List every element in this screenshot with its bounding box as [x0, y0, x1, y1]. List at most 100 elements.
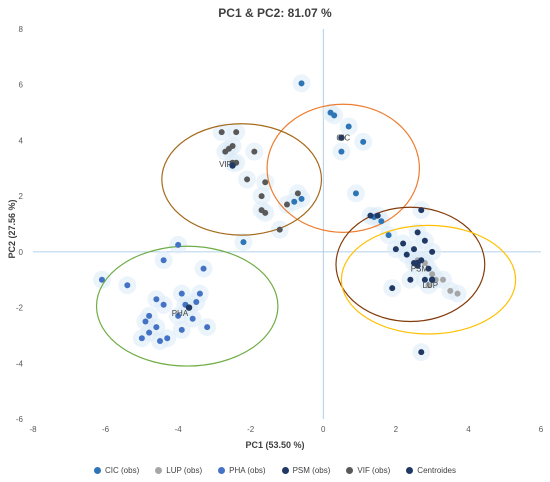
legend-swatch	[155, 467, 163, 474]
point-pha-obs	[193, 299, 200, 305]
point-psm-obs	[367, 212, 374, 219]
y-tick-label: -4	[16, 359, 24, 368]
point-pha-obs	[160, 301, 167, 308]
y-tick-label: -2	[16, 304, 24, 313]
point-cic-obs	[385, 232, 392, 239]
point-psm-obs	[403, 251, 410, 258]
point-psm-obs	[389, 285, 396, 292]
point-vif-obs	[218, 129, 225, 136]
point-pha-obs	[146, 329, 153, 336]
point-psm-obs	[418, 349, 425, 356]
legend-item: PHA (obs)	[218, 466, 266, 475]
point-pha-obs	[98, 276, 105, 283]
point-centroides	[185, 304, 193, 311]
point-centroides	[428, 276, 436, 283]
point-cic-obs	[345, 123, 352, 130]
point-pha-obs	[153, 296, 160, 303]
point-vif-obs	[222, 148, 229, 155]
point-pha-obs	[178, 290, 185, 297]
y-tick-label: 0	[19, 248, 24, 257]
annotation-label: CIC	[336, 133, 350, 142]
legend-label: Centroides	[417, 466, 456, 475]
point-pha-obs	[124, 282, 131, 289]
point-cic-obs	[338, 148, 345, 155]
point-pha-obs	[153, 324, 160, 331]
x-tick-label: -8	[29, 425, 37, 434]
point-psm-obs	[421, 237, 428, 244]
confidence-ellipse-cic	[266, 103, 421, 233]
point-vif-obs	[284, 201, 290, 208]
y-tick-label: 2	[19, 192, 24, 201]
legend: CIC (obs) LUP (obs) PHA (obs) PSM (obs) VIF …	[0, 466, 550, 475]
point-lup-obs	[447, 287, 454, 294]
point-pha-obs	[189, 315, 196, 322]
point-cic-obs	[331, 112, 338, 119]
point-centroides	[414, 259, 421, 267]
point-centroides	[338, 134, 345, 141]
legend-label: VIF (obs)	[357, 466, 391, 475]
legend-swatch	[218, 467, 226, 474]
point-centroides	[229, 162, 236, 169]
legend-item: LUP (obs)	[155, 466, 202, 475]
confidence-ellipse-pha	[95, 245, 279, 367]
point-cic-obs	[298, 195, 305, 202]
legend-label: PHA (obs)	[229, 466, 266, 475]
legend-label: PSM (obs)	[292, 466, 331, 475]
point-vif-obs	[294, 190, 301, 197]
point-pha-obs	[175, 241, 182, 248]
chart-title: PC1 & PC2: 81.07 %	[218, 6, 332, 20]
point-vif-obs	[262, 209, 269, 216]
point-cic-obs	[378, 218, 385, 225]
point-cic-obs	[240, 239, 247, 246]
x-tick-label: -6	[102, 425, 110, 434]
point-psm-obs	[400, 240, 407, 247]
point-pha-obs	[178, 326, 185, 333]
x-tick-label: 4	[466, 425, 471, 434]
confidence-ellipse-vif	[161, 123, 323, 236]
y-tick-label: 4	[19, 136, 24, 145]
legend-label: CIC (obs)	[105, 466, 140, 475]
point-pha-obs	[200, 265, 207, 272]
point-vif-obs	[233, 129, 240, 136]
point-psm-obs	[374, 212, 381, 219]
point-psm-obs	[411, 246, 417, 253]
y-tick-label: 6	[19, 81, 24, 90]
point-pha-obs	[196, 290, 203, 297]
point-pha-obs	[204, 324, 211, 331]
y-tick-label: 8	[19, 25, 24, 34]
tick-labels: -8 -6 -4 -2 0 2 4 6 -6 -4 -2 0 2 4 6 8	[16, 25, 544, 434]
point-psm-obs	[429, 248, 436, 255]
legend-item: PSM (obs)	[281, 466, 331, 475]
point-psm-obs	[425, 265, 432, 272]
annotation-label: PHA	[172, 309, 189, 318]
point-lup-obs	[440, 276, 447, 283]
x-tick-label: 6	[539, 425, 544, 434]
confidence-ellipse-psm	[335, 206, 486, 323]
point-cic-obs	[352, 190, 359, 197]
legend-swatch	[406, 467, 414, 474]
point-lup-obs	[425, 282, 432, 289]
x-tick-label: -4	[175, 425, 183, 434]
point-vif-obs	[258, 193, 265, 200]
point-cic-obs	[291, 198, 298, 205]
point-psm-obs	[421, 276, 428, 283]
point-vif-obs	[244, 176, 251, 183]
x-tick-label: 0	[321, 425, 326, 434]
point-pha-obs	[164, 335, 171, 342]
point-vif-obs	[276, 226, 283, 233]
legend-item: Centroides	[406, 466, 456, 475]
legend-label: LUP (obs)	[166, 466, 203, 475]
legend-swatch	[281, 467, 289, 474]
point-psm-obs	[407, 276, 414, 283]
point-pha-obs	[142, 318, 149, 325]
annotation-label: PSM	[411, 264, 429, 273]
x-axis-label: PC1 (53.50 %)	[245, 440, 305, 450]
legend-item: VIF (obs)	[346, 466, 390, 475]
point-vif-obs	[262, 179, 269, 186]
point-psm-obs	[392, 246, 399, 253]
point-vif-obs	[251, 148, 258, 155]
point-pha-obs	[146, 312, 153, 319]
x-tick-label: 2	[394, 425, 399, 434]
confidence-ellipses	[95, 103, 517, 367]
